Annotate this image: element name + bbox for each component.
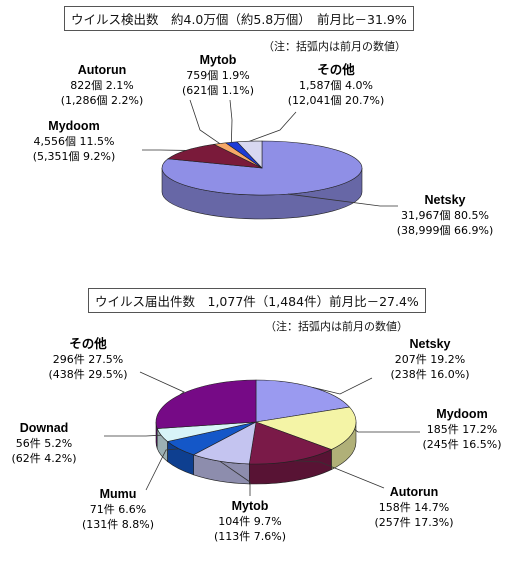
- slice-label-name: Mydoom: [436, 407, 487, 421]
- slice-label-value: 31,967個 80.5%: [401, 209, 489, 222]
- slice-label-previous: (5,351個 9.2%): [33, 150, 116, 163]
- pie-tops: [155, 379, 357, 465]
- slice-label-name: Autorun: [78, 63, 127, 77]
- leader-line-3: [229, 99, 233, 143]
- slice-label-name: その他: [69, 336, 107, 351]
- slice-label-value: 296件 27.5%: [53, 353, 123, 366]
- virus-detection-panel: ウイルス検出数 約4.0万個（約5.8万個） 前月比－31.9% （注：括弧内は…: [0, 0, 522, 270]
- leader-line-4: [249, 111, 297, 142]
- leader-line-0: [287, 193, 398, 207]
- pie-slice-4: [236, 140, 263, 169]
- slice-label-previous: (257件 17.3%): [374, 516, 453, 529]
- slice-label-value: 1,587個 4.0%: [299, 79, 373, 92]
- chart-title: ウイルス検出数 約4.0万個（約5.8万個） 前月比－31.9%: [64, 6, 414, 31]
- slice-label-previous: (238件 16.0%): [390, 368, 469, 381]
- slice-label-value: 207件 19.2%: [395, 353, 465, 366]
- slice-label-value: 56件 5.2%: [16, 437, 72, 450]
- slice-label-previous: (113件 7.6%): [214, 530, 286, 543]
- slice-label-value: 185件 17.2%: [427, 423, 497, 436]
- slice-label-previous: (438件 29.5%): [48, 368, 127, 381]
- leader-line-0: [312, 377, 373, 395]
- pie-slice-1: [254, 406, 357, 450]
- pie-slice-0: [255, 379, 351, 423]
- slice-label-name: Netsky: [425, 193, 466, 207]
- slice-label-previous: (38,999個 66.9%): [397, 224, 494, 237]
- chart-note: （注：括弧内は前月の数値）: [263, 40, 406, 53]
- slice-label-name: Downad: [20, 421, 69, 435]
- pie-sides: [155, 421, 357, 485]
- slice-label-previous: (1,286個 2.2%): [61, 94, 144, 107]
- slice-label-name: Netsky: [410, 337, 451, 351]
- slice-label-name: Autorun: [390, 485, 439, 499]
- detection-pie-chart: Netsky 31,967個 80.5% (38,999個 66.9%) Mydoom…: [33, 53, 494, 237]
- slice-label-name: Mytob: [232, 499, 269, 513]
- pie-slice-6: [155, 379, 257, 429]
- slice-label-value: 158件 14.7%: [379, 501, 449, 514]
- leader-line-3: [219, 460, 251, 496]
- leader-line-5: [104, 434, 162, 437]
- slice-label-name: Mydoom: [48, 119, 99, 133]
- slice-label-previous: (62件 4.2%): [11, 452, 76, 465]
- virus-report-panel: ウイルス届出件数 1,077件（1,484件）前月比－27.4% （注：括弧内は…: [0, 282, 522, 586]
- slice-label-previous: (621個 1.1%): [182, 84, 254, 97]
- leader-line-4: [145, 448, 179, 491]
- slice-label-value: 4,556個 11.5%: [34, 135, 115, 148]
- leader-line-1: [354, 429, 420, 433]
- slice-label-value: 759個 1.9%: [186, 69, 249, 82]
- slice-label-value: 822個 2.1%: [70, 79, 133, 92]
- chart-note: （注：括弧内は前月の数値）: [265, 320, 408, 333]
- leader-line-2: [294, 460, 385, 489]
- pie-labels: Netsky 31,967個 80.5% (38,999個 66.9%) Mydoom…: [33, 53, 494, 237]
- leader-line-6: [139, 371, 185, 396]
- slice-label-previous: (131件 8.8%): [82, 518, 154, 531]
- slice-label-value: 104件 9.7%: [218, 515, 281, 528]
- pie-labels: Netsky 207件 19.2% (238件 16.0%) Mydoom 185件 1…: [11, 336, 501, 543]
- slice-label-name: Mytob: [200, 53, 237, 67]
- leader-line-2: [189, 99, 220, 144]
- slice-label-name: Mumu: [100, 487, 137, 501]
- report-pie-chart: Netsky 207件 19.2% (238件 16.0%) Mydoom 185件 1…: [11, 336, 501, 543]
- slice-label-value: 71件 6.6%: [90, 503, 146, 516]
- slice-label-previous: (12,041個 20.7%): [288, 94, 385, 107]
- slice-label-name: その他: [317, 62, 355, 77]
- slice-label-previous: (245件 16.5%): [422, 438, 501, 451]
- pie-tops: [161, 140, 363, 196]
- pie-slice-1: [167, 144, 263, 169]
- chart-title: ウイルス届出件数 1,077件（1,484件）前月比－27.4%: [88, 288, 426, 313]
